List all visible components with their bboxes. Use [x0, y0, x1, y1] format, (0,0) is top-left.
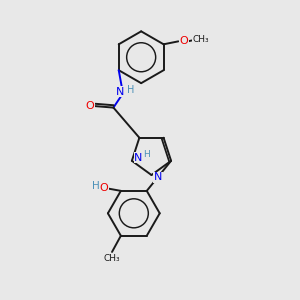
Text: O: O: [100, 183, 108, 193]
Text: O: O: [85, 101, 94, 111]
Text: H: H: [143, 150, 150, 159]
Text: H: H: [128, 85, 135, 95]
Text: N: N: [116, 87, 124, 97]
Text: CH₃: CH₃: [104, 254, 120, 263]
Text: O: O: [179, 36, 188, 46]
Text: CH₃: CH₃: [193, 35, 209, 44]
Text: H: H: [92, 182, 100, 191]
Text: N: N: [134, 153, 142, 163]
Text: N: N: [154, 172, 162, 182]
